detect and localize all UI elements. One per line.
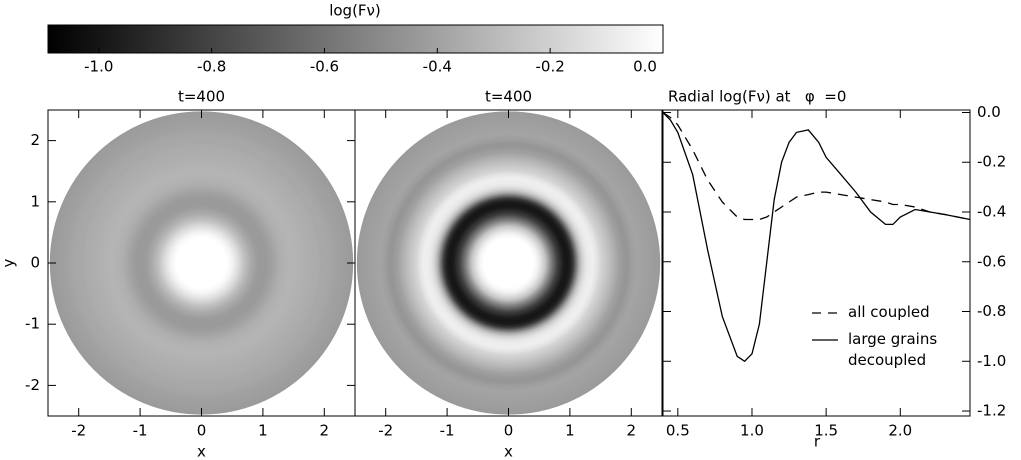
x-axis-label: r	[814, 433, 821, 451]
y-tick-label: 2	[30, 131, 40, 149]
x-tick-label: -1	[440, 422, 455, 440]
colorbar-tick-label: -0.8	[197, 58, 226, 76]
y-tick-label: -1.0	[977, 352, 1006, 370]
x-axis-label: x	[197, 443, 206, 460]
x-tick-label: 1.5	[814, 422, 838, 440]
x-tick-label: 0	[197, 422, 207, 440]
y-tick-label: -0.2	[977, 153, 1006, 171]
colorbar-tick-label: -1.0	[84, 58, 113, 76]
legend-entry: all coupled	[812, 302, 937, 323]
colorbar-title: log(Fν)	[329, 2, 381, 20]
y-tick-label: -0.6	[977, 252, 1006, 270]
line-series	[662, 112, 971, 363]
y-tick-label: -1.2	[977, 402, 1006, 420]
x-tick-label: 0	[504, 422, 514, 440]
y-tick-label: 0	[30, 254, 40, 272]
legend-entry: large grains decoupled	[812, 329, 937, 371]
disk-image	[49, 111, 354, 415]
x-tick-label: 1.0	[740, 422, 764, 440]
legend-swatch	[812, 312, 838, 314]
x-tick-label: 2	[627, 422, 637, 440]
line-series	[662, 111, 971, 221]
x-tick-label: 1	[565, 422, 575, 440]
x-tick-label: 1	[258, 422, 268, 440]
colorbar	[47, 24, 664, 54]
x-tick-label: -1	[133, 422, 148, 440]
colorbar-tick-label: -0.4	[423, 58, 452, 76]
panel-title: Radial log(Fν) at φ =0	[668, 88, 846, 106]
panel-title: t=400	[485, 88, 532, 106]
x-tick-label: -2	[378, 422, 393, 440]
legend-label: all coupled	[848, 303, 930, 321]
colorbar-tick-label: 0.0	[633, 58, 657, 76]
y-tick-label: -1	[25, 315, 40, 333]
disk-image	[356, 111, 661, 415]
y-tick-label: -2	[25, 376, 40, 394]
x-tick-label: 2.0	[888, 422, 912, 440]
y-tick-label: 0.0	[977, 103, 1001, 121]
x-tick-label: 2	[320, 422, 330, 440]
x-axis-label: x	[504, 443, 513, 460]
x-tick-label: 0.5	[666, 422, 690, 440]
y-axis-label: y	[0, 258, 18, 267]
panel-title: t=400	[178, 88, 225, 106]
x-tick-label: -2	[71, 422, 86, 440]
y-tick-label: -0.8	[977, 302, 1006, 320]
legend-swatch	[812, 339, 838, 341]
y-tick-label: -0.4	[977, 203, 1006, 221]
y-tick-label: 1	[30, 192, 40, 210]
legend-label: large grains decoupled	[848, 330, 938, 369]
colorbar-tick-label: -0.6	[310, 58, 339, 76]
legend: all coupled large grains decoupled	[812, 302, 937, 371]
colorbar-tick-label: -0.2	[536, 58, 565, 76]
plot-frame	[662, 109, 971, 417]
